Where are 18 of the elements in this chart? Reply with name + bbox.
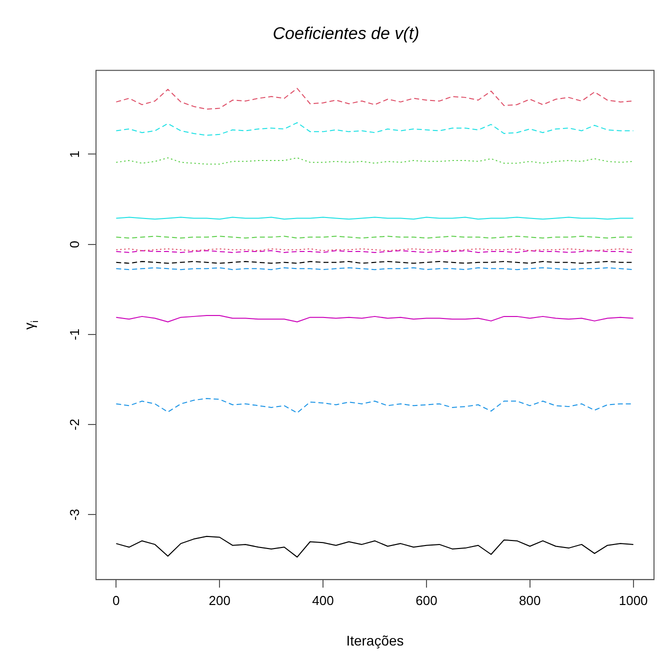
y-tick-label: -3 [67, 508, 82, 520]
line-series [116, 122, 634, 136]
x-tick-label: 800 [519, 592, 541, 608]
y-tick-label: -1 [67, 328, 82, 340]
x-axis-title: Iterações [346, 632, 404, 648]
y-tick-label: 0 [67, 240, 82, 248]
line-series [116, 157, 634, 165]
x-tick-label: 1000 [618, 592, 648, 608]
y-tick-label: -2 [67, 418, 82, 430]
x-tick-label: 600 [416, 592, 438, 608]
line-series [116, 398, 634, 414]
chart-title: Coeficientes de v(t) [272, 24, 420, 43]
x-tick-label: 0 [112, 592, 120, 608]
line-series [116, 88, 634, 110]
x-tick-label: 400 [312, 592, 334, 608]
y-tick-label: 1 [67, 150, 82, 158]
x-tick-label: 200 [208, 592, 230, 608]
y-axis-title: γi [21, 320, 41, 330]
